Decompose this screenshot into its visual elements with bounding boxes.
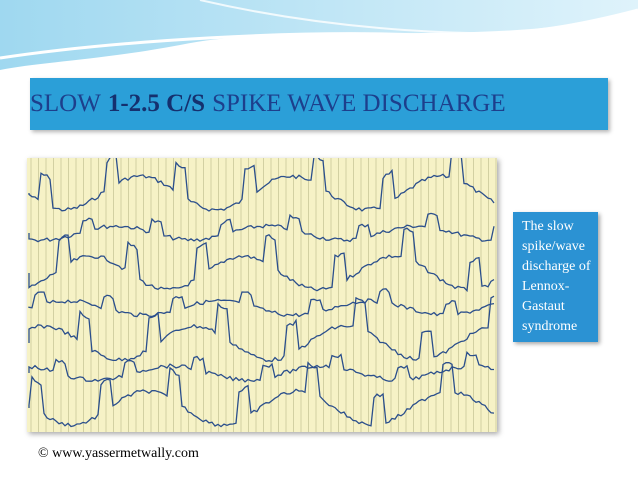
eeg-image — [27, 158, 497, 432]
wave-fill — [0, 0, 638, 70]
eeg-trace — [28, 212, 495, 243]
eeg-trace — [28, 227, 495, 293]
eeg-trace — [28, 158, 495, 212]
title-banner: SLOW 1-2.5 C/S SPIKE WAVE DISCHARGE — [30, 78, 608, 130]
eeg-trace — [28, 295, 495, 363]
caption-line: The slow — [522, 219, 574, 234]
caption-line: syndrome — [522, 319, 578, 334]
caption-line: discharge of — [522, 259, 591, 274]
caption-line: Gastaut — [522, 299, 565, 314]
eeg-trace — [28, 361, 495, 428]
caption-box: The slow spike/wave discharge of Lennox- Gas… — [513, 212, 598, 342]
wave-line — [199, 0, 638, 35]
eeg-trace — [28, 350, 494, 383]
footer: © www.yassermetwally.com — [38, 446, 199, 461]
header-decoration — [0, 0, 638, 70]
eeg-trace — [28, 288, 495, 318]
title-part: SPIKE WAVE DISCHARGE — [212, 90, 506, 117]
caption-line: Lennox- — [522, 279, 570, 294]
wave-line — [0, 8, 638, 60]
paper — [27, 158, 497, 432]
title-part: 1-2.5 C/S — [107, 90, 206, 117]
title-part: SLOW — [30, 90, 101, 117]
caption-line: spike/wave — [522, 239, 585, 254]
